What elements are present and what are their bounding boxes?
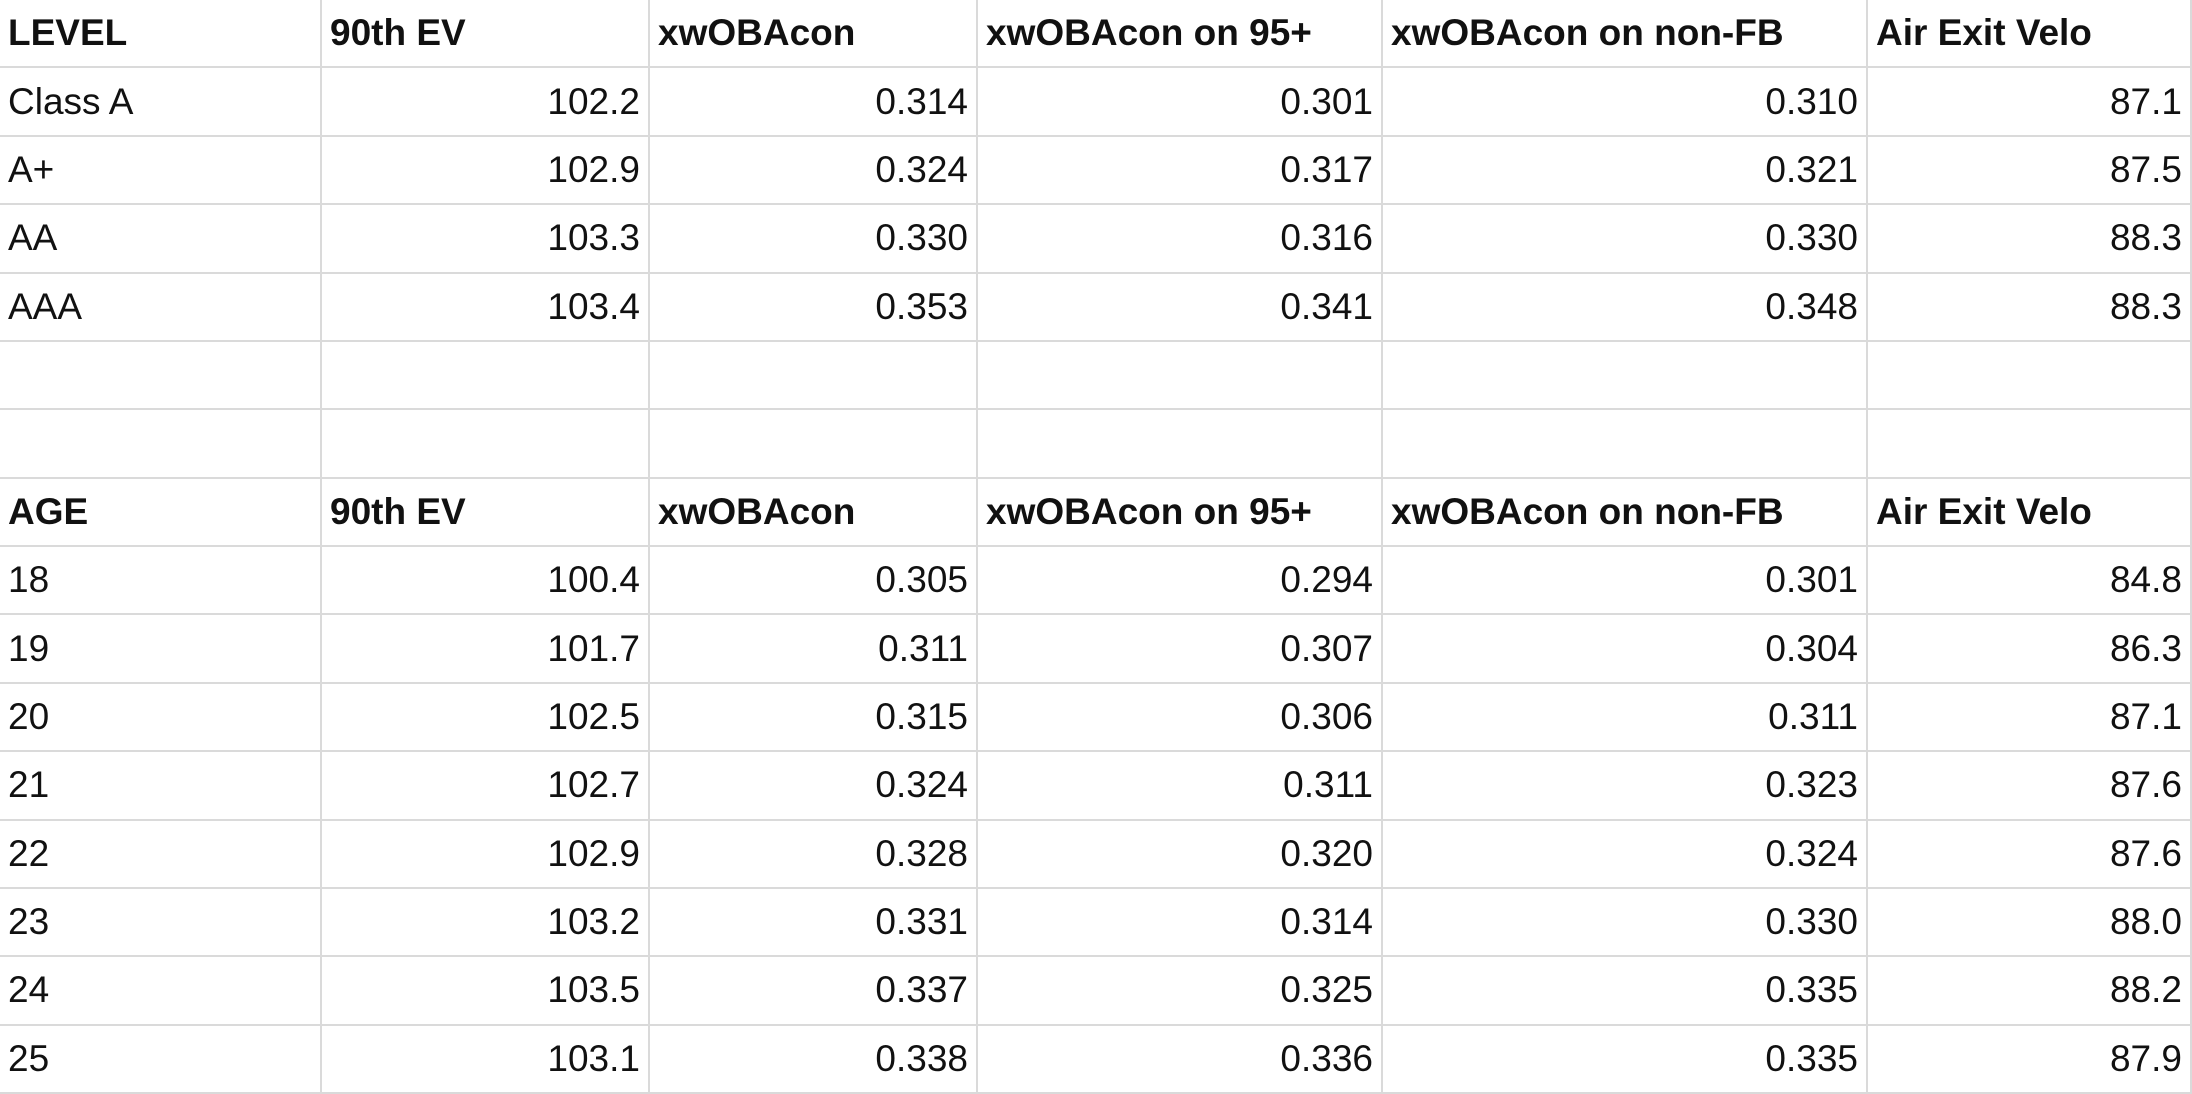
value-cell[interactable]: 0.316 — [978, 205, 1383, 274]
row-label[interactable]: 20 — [0, 683, 322, 753]
header-cell[interactable]: 90th EV — [322, 478, 650, 547]
value-cell[interactable]: 0.331 — [650, 888, 978, 958]
value-cell[interactable]: 0.310 — [1383, 68, 1868, 137]
value-cell[interactable]: 0.323 — [1383, 752, 1868, 821]
value-cell[interactable]: 0.324 — [1383, 820, 1868, 889]
header-cell[interactable]: xwOBAcon on 95+ — [978, 478, 1383, 547]
value-cell[interactable]: 0.311 — [978, 752, 1383, 821]
empty-cell[interactable] — [1383, 341, 1868, 411]
value-cell[interactable]: 102.5 — [322, 683, 650, 753]
row-label[interactable]: 22 — [0, 820, 322, 889]
value-cell[interactable]: 87.5 — [1868, 136, 2192, 206]
value-cell[interactable]: 0.320 — [978, 820, 1383, 889]
value-cell[interactable]: 0.311 — [1383, 683, 1868, 753]
value-cell[interactable]: 0.324 — [650, 752, 978, 821]
empty-cell[interactable] — [1868, 410, 2192, 479]
value-cell[interactable]: 101.7 — [322, 615, 650, 684]
value-cell[interactable]: 0.301 — [978, 68, 1383, 137]
header-cell[interactable]: xwOBAcon — [650, 0, 978, 69]
row-label[interactable]: AAA — [0, 273, 322, 342]
empty-cell[interactable] — [978, 410, 1383, 479]
value-cell[interactable]: 86.3 — [1868, 615, 2192, 684]
value-cell[interactable]: 0.317 — [978, 136, 1383, 206]
value-cell[interactable]: 84.8 — [1868, 547, 2192, 616]
value-cell[interactable]: 0.321 — [1383, 136, 1868, 206]
value-cell[interactable]: 102.7 — [322, 752, 650, 821]
header-cell[interactable]: LEVEL — [0, 0, 322, 69]
value-cell[interactable]: 87.1 — [1868, 683, 2192, 753]
row-label[interactable]: 19 — [0, 615, 322, 684]
value-cell[interactable]: 0.325 — [978, 957, 1383, 1026]
value-cell[interactable]: 102.2 — [322, 68, 650, 137]
row-label[interactable]: 23 — [0, 888, 322, 958]
value-cell[interactable]: 102.9 — [322, 136, 650, 206]
value-cell[interactable]: 103.5 — [322, 957, 650, 1026]
empty-cell[interactable] — [1868, 341, 2192, 411]
value-cell[interactable]: 0.338 — [650, 1025, 978, 1094]
value-cell[interactable]: 87.1 — [1868, 68, 2192, 137]
header-cell[interactable]: Air Exit Velo — [1868, 0, 2192, 69]
empty-cell[interactable] — [978, 341, 1383, 411]
value-cell[interactable]: 0.305 — [650, 547, 978, 616]
value-cell[interactable]: 102.9 — [322, 820, 650, 889]
header-cell[interactable]: xwOBAcon on 95+ — [978, 0, 1383, 69]
value-cell[interactable]: 0.306 — [978, 683, 1383, 753]
row-label[interactable]: Class A — [0, 68, 322, 137]
row-label[interactable]: AA — [0, 205, 322, 274]
value-cell[interactable]: 0.294 — [978, 547, 1383, 616]
empty-cell[interactable] — [322, 341, 650, 411]
value-cell[interactable]: 87.6 — [1868, 820, 2192, 889]
row-label[interactable]: 18 — [0, 547, 322, 616]
value-cell[interactable]: 0.301 — [1383, 547, 1868, 616]
value-cell[interactable]: 103.3 — [322, 205, 650, 274]
row-label[interactable]: 24 — [0, 957, 322, 1026]
empty-cell[interactable] — [1383, 410, 1868, 479]
value-cell[interactable]: 0.314 — [650, 68, 978, 137]
value-cell[interactable]: 0.307 — [978, 615, 1383, 684]
value-cell[interactable]: 87.6 — [1868, 752, 2192, 821]
value-cell[interactable]: 103.4 — [322, 273, 650, 342]
value-cell[interactable]: 88.3 — [1868, 273, 2192, 342]
value-cell[interactable]: 88.3 — [1868, 205, 2192, 274]
value-cell[interactable]: 0.314 — [978, 888, 1383, 958]
value-cell[interactable]: 0.336 — [978, 1025, 1383, 1094]
empty-cell[interactable] — [650, 341, 978, 411]
empty-cell[interactable] — [322, 410, 650, 479]
value-cell[interactable]: 0.335 — [1383, 957, 1868, 1026]
value-cell[interactable]: 0.348 — [1383, 273, 1868, 342]
header-cell[interactable]: xwOBAcon — [650, 478, 978, 547]
value-cell[interactable]: 0.335 — [1383, 1025, 1868, 1094]
value-cell[interactable]: 0.315 — [650, 683, 978, 753]
header-cell[interactable]: Air Exit Velo — [1868, 478, 2192, 547]
row-label[interactable]: 21 — [0, 752, 322, 821]
value-cell[interactable]: 0.337 — [650, 957, 978, 1026]
value-cell[interactable]: 0.330 — [650, 205, 978, 274]
value-cell[interactable]: 88.2 — [1868, 957, 2192, 1026]
value-cell[interactable]: 0.330 — [1383, 888, 1868, 958]
value-cell[interactable]: 88.0 — [1868, 888, 2192, 958]
row-label[interactable]: 25 — [0, 1025, 322, 1094]
value-cell[interactable]: 0.328 — [650, 820, 978, 889]
value-cell[interactable]: 0.304 — [1383, 615, 1868, 684]
header-cell[interactable]: xwOBAcon on non-FB — [1383, 478, 1868, 547]
empty-cell[interactable] — [0, 410, 322, 479]
header-cell[interactable]: AGE — [0, 478, 322, 547]
row-label[interactable]: A+ — [0, 136, 322, 206]
value-cell[interactable]: 103.2 — [322, 888, 650, 958]
value-cell[interactable]: 100.4 — [322, 547, 650, 616]
header-cell[interactable]: xwOBAcon on non-FB — [1383, 0, 1868, 69]
value-cell[interactable]: 0.353 — [650, 273, 978, 342]
value-cell[interactable]: 0.324 — [650, 136, 978, 206]
value-cell[interactable]: 87.9 — [1868, 1025, 2192, 1094]
empty-cell[interactable] — [650, 410, 978, 479]
header-cell[interactable]: 90th EV — [322, 0, 650, 69]
value-cell[interactable]: 0.341 — [978, 273, 1383, 342]
value-cell[interactable]: 0.311 — [650, 615, 978, 684]
value-cell[interactable]: 0.330 — [1383, 205, 1868, 274]
empty-cell[interactable] — [0, 341, 322, 411]
value-cell[interactable]: 103.1 — [322, 1025, 650, 1094]
